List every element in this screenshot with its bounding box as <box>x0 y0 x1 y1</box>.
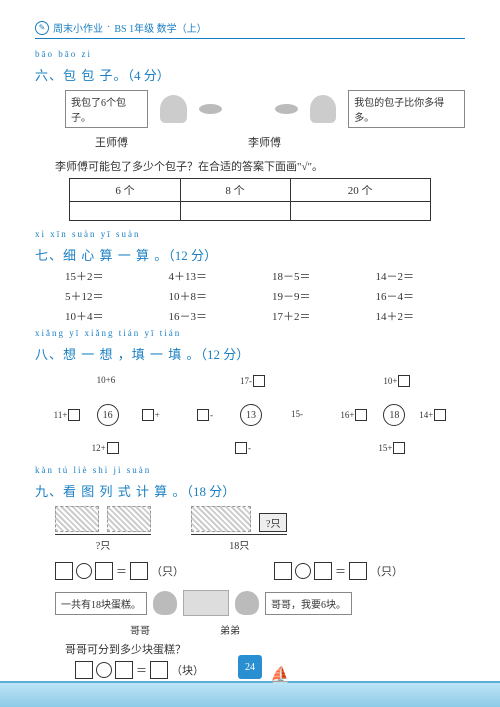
option-cell[interactable]: 6 个 <box>70 179 180 202</box>
calc-item: 19－9＝ <box>272 288 362 304</box>
answer-table: 6 个 8 个 20 个 <box>69 178 430 221</box>
chef-icon-1 <box>160 95 187 123</box>
s7-title: 七、细 心 算 一 算 。（12 分） <box>35 245 465 264</box>
s8-pinyin: xiǎng yī xiǎng tián yī tián <box>35 328 465 338</box>
equation-2: ＝（只） <box>274 562 403 580</box>
calc-item: 5＋12＝ <box>65 288 155 304</box>
s6-scene: 我包了6个包子。 我包的包子比你多得多。 <box>65 90 465 128</box>
calc-item: 16－4＝ <box>376 288 466 304</box>
calc-item: 14＋2＝ <box>376 308 466 324</box>
chef-icon-2 <box>310 95 337 123</box>
s6-question: 李师傅可能包了多少个包子？在合适的答案下面画"√"。 <box>55 158 465 174</box>
wave-decoration <box>0 681 500 707</box>
flower-1: 16 10+6 11+ + 12+ <box>52 369 162 459</box>
chef-names: 王师傅李师傅 <box>95 134 465 150</box>
s8-title: 八、想 一 想 ，填 一 填 。（12 分） <box>35 344 465 363</box>
s6-pinyin: bāo bāo zi <box>35 49 465 59</box>
cake-scene: 一共有18块蛋糕。 哥哥，我要6块。 <box>55 590 445 616</box>
s7-pinyin: xì xīn suàn yī suàn <box>35 229 465 239</box>
calc-item: 10＋4＝ <box>65 308 155 324</box>
pic-group-1: ?只 <box>55 506 151 552</box>
calc-item: 17＋2＝ <box>272 308 362 324</box>
brother-2: 弟弟 <box>220 622 240 637</box>
calc-item: 10＋8＝ <box>169 288 259 304</box>
speech-bubble-2: 我包的包子比你多得多。 <box>348 90 465 128</box>
picture-problems: ?只 ?只 18只 <box>55 506 445 552</box>
pic-group-2: ?只 18只 <box>191 506 287 552</box>
speech-bubble-1: 我包了6个包子。 <box>65 90 148 128</box>
flower-3: 18 10+ 16+ 14+ 15+ <box>338 369 448 459</box>
cake-speech-1: 一共有18块蛋糕。 <box>55 592 147 615</box>
header-brand: 周末小作业 <box>53 20 103 35</box>
calc-grid: 15＋2＝ 4＋13＝ 18－5＝ 14－2＝ 5＋12＝ 10＋8＝ 19－9… <box>65 268 465 324</box>
calc-item: 15＋2＝ <box>65 268 155 284</box>
header-icon: ✎ <box>35 21 49 35</box>
option-cell[interactable]: 8 个 <box>180 179 290 202</box>
calc-item: 18－5＝ <box>272 268 362 284</box>
flower-2: 13 17- - 15- - <box>195 369 305 459</box>
mouse-icon-1 <box>153 591 177 615</box>
page-header: ✎ 周末小作业 · BS 1年级 数学（上） <box>35 20 465 39</box>
header-grade: BS 1年级 数学（上） <box>114 20 206 35</box>
plate-icon-2 <box>275 104 298 114</box>
cake-icon <box>183 590 229 616</box>
mouse-icon-2 <box>235 591 259 615</box>
calc-item: 16－3＝ <box>169 308 259 324</box>
cake-speech-2: 哥哥，我要6块。 <box>265 592 352 615</box>
boat-icon: ⛵ <box>270 665 290 685</box>
equation-1: ＝（只） <box>55 562 184 580</box>
option-cell[interactable]: 20 个 <box>290 179 430 202</box>
s9-pinyin: kàn tú liè shì jì suàn <box>35 465 465 475</box>
brother-1: 哥哥 <box>130 622 150 637</box>
calc-item: 14－2＝ <box>376 268 466 284</box>
flowers-row: 16 10+6 11+ + 12+ 13 17- - 15- - 18 10+ … <box>35 369 465 459</box>
plate-icon-1 <box>199 104 222 114</box>
calc-item: 4＋13＝ <box>169 268 259 284</box>
s6-title: 六、包 包 子。（4 分） <box>35 65 465 84</box>
page-number: 24 <box>238 655 262 679</box>
s9-title: 九、看 图 列 式 计 算 。（18 分） <box>35 481 465 500</box>
